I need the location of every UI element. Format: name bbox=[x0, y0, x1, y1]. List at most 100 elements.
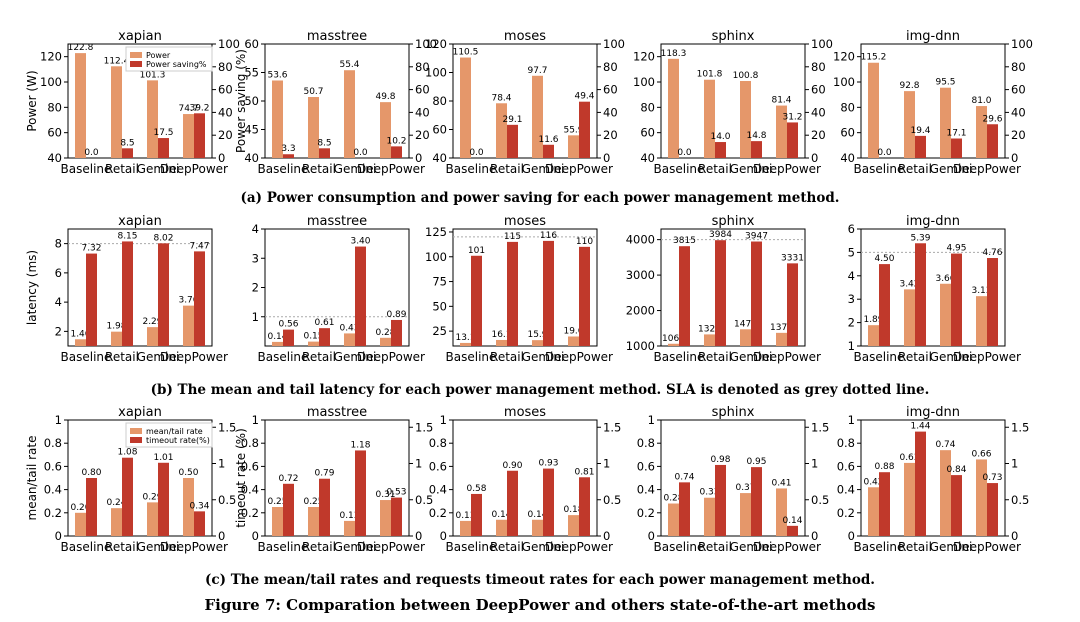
bar-light-a-masstree-3 bbox=[380, 102, 391, 158]
y2tick-label-c-xapian-1: 0.5 bbox=[218, 493, 236, 507]
ytick-label-c-moses-4: 0.8 bbox=[429, 436, 447, 450]
y2tick-label-a-masstree-1: 20 bbox=[415, 128, 430, 142]
panel-title-a-masstree: masstree bbox=[307, 29, 367, 44]
y2tick-label-c-masstree-3: 1.5 bbox=[415, 420, 433, 434]
bar-label-light-b-sphinx-2: 1471 bbox=[734, 319, 757, 329]
bar-dark-c-moses-3 bbox=[579, 477, 590, 536]
xtick-label-a-sphinx-3: DeepPower bbox=[753, 162, 821, 176]
xtick-label-a-masstree-0: Baseline bbox=[258, 162, 309, 176]
xtick-label-c-moses-3: DeepPower bbox=[545, 540, 613, 554]
bar-light-b-sphinx-1 bbox=[704, 334, 715, 346]
ytick-label-a-masstree-0: 40 bbox=[244, 151, 259, 165]
bar-label-light-a-sphinx-0: 118.3 bbox=[661, 49, 687, 59]
ytick-label-a-masstree-3: 55 bbox=[244, 66, 259, 80]
ytick-label-c-xapian-0: 0 bbox=[55, 529, 62, 543]
panel-title-b-masstree: masstree bbox=[307, 214, 367, 229]
panel-frame-c-masstree bbox=[264, 419, 410, 537]
bar-label-light-c-masstree-2: 0.13 bbox=[339, 511, 359, 521]
y2tick-label-a-sphinx-4: 80 bbox=[811, 60, 826, 74]
bar-label-dark-c-moses-1: 0.90 bbox=[502, 461, 522, 471]
bar-label-light-a-img-dnn-3: 81.0 bbox=[971, 96, 991, 106]
bar-dark-c-sphinx-1 bbox=[715, 464, 726, 536]
bar-label-light-b-xapian-2: 2.29 bbox=[142, 317, 162, 327]
bar-label-dark-c-sphinx-2: 0.95 bbox=[746, 457, 766, 467]
bar-light-a-img-dnn-3 bbox=[976, 106, 987, 158]
bar-label-light-b-xapian-0: 1.46 bbox=[70, 329, 90, 339]
ytick-label-c-moses-5: 1 bbox=[440, 413, 447, 427]
bar-dark-c-sphinx-0 bbox=[679, 482, 690, 536]
bar-label-light-b-img-dnn-0: 1.89 bbox=[863, 315, 883, 325]
bar-light-b-img-dnn-2 bbox=[940, 283, 951, 346]
bar-label-dark-b-sphinx-1: 3984 bbox=[709, 230, 732, 240]
ytick-label-c-masstree-2: 0.4 bbox=[241, 483, 259, 497]
bar-label-dark-a-moses-1: 29.1 bbox=[502, 115, 522, 125]
xtick-label-c-img-dnn-1: Retail bbox=[898, 540, 932, 554]
panel-title-a-moses: moses bbox=[504, 29, 546, 44]
ytick-label-b-moses-1: 50 bbox=[432, 299, 447, 313]
bar-dark-a-sphinx-3 bbox=[787, 122, 798, 158]
ytick-label-c-xapian-2: 0.4 bbox=[44, 483, 62, 497]
panel-title-b-moses: moses bbox=[504, 214, 546, 229]
bar-label-light-a-img-dnn-2: 95.5 bbox=[935, 78, 955, 88]
ytick-label-a-masstree-2: 50 bbox=[244, 94, 259, 108]
bar-label-light-a-img-dnn-0: 115.2 bbox=[861, 53, 887, 63]
ytick-label-b-img-dnn-2: 3 bbox=[848, 292, 855, 306]
ytick-label-c-masstree-1: 0.2 bbox=[241, 506, 259, 520]
bar-light-b-xapian-3 bbox=[183, 305, 194, 346]
xtick-label-a-img-dnn-1: Retail bbox=[898, 162, 932, 176]
ytick-label-c-sphinx-2: 0.4 bbox=[637, 483, 655, 497]
bar-dark-b-img-dnn-2 bbox=[951, 253, 962, 346]
legend-swatch-light-a bbox=[130, 52, 142, 58]
bar-label-dark-a-img-dnn-3: 29.6 bbox=[982, 114, 1002, 124]
bar-label-light-a-moses-0: 110.5 bbox=[453, 48, 479, 58]
panel-frame-c-xapian bbox=[67, 419, 213, 537]
xtick-label-b-masstree-0: Baseline bbox=[258, 350, 309, 364]
bar-label-light-c-sphinx-1: 0.33 bbox=[699, 488, 719, 498]
bar-label-dark-b-sphinx-0: 3815 bbox=[673, 236, 696, 246]
bar-label-dark-c-sphinx-0: 0.74 bbox=[674, 472, 694, 482]
bar-dark-c-moses-0 bbox=[471, 493, 482, 536]
ytick-label-c-masstree-5: 1 bbox=[252, 413, 259, 427]
bar-dark-b-sphinx-1 bbox=[715, 240, 726, 346]
ytick-label-c-moses-2: 0.4 bbox=[429, 483, 447, 497]
ytick-label-a-img-dnn-4: 120 bbox=[833, 50, 855, 64]
ytick-label-b-sphinx-2: 3000 bbox=[626, 268, 655, 282]
legend-label-dark-a: Power saving% bbox=[146, 60, 207, 69]
bar-dark-b-masstree-2 bbox=[355, 246, 366, 346]
bar-label-dark-a-moses-3: 49.4 bbox=[574, 92, 594, 102]
bar-light-a-img-dnn-0 bbox=[868, 62, 879, 158]
panel-frame-b-moses bbox=[452, 228, 598, 347]
panel-frame-b-img-dnn bbox=[860, 228, 1006, 347]
bar-label-light-b-moses-2: 15.9 bbox=[527, 330, 547, 340]
xtick-label-a-xapian-0: Baseline bbox=[61, 162, 112, 176]
ytick-label-c-img-dnn-0: 0 bbox=[848, 529, 855, 543]
bar-light-b-img-dnn-0 bbox=[868, 325, 879, 346]
bar-dark-b-sphinx-3 bbox=[787, 263, 798, 346]
bar-label-dark-b-xapian-1: 8.15 bbox=[117, 231, 137, 241]
xtick-label-a-sphinx-0: Baseline bbox=[654, 162, 705, 176]
ytick-label-a-sphinx-0: 40 bbox=[640, 151, 655, 165]
bar-label-dark-b-img-dnn-1: 5.39 bbox=[910, 233, 930, 243]
bar-label-dark-c-xapian-0: 0.80 bbox=[81, 468, 101, 478]
bar-dark-a-masstree-1 bbox=[319, 148, 330, 158]
bar-label-light-c-sphinx-0: 0.28 bbox=[663, 494, 683, 504]
y2tick-label-a-masstree-5: 100 bbox=[415, 37, 437, 51]
ytick-label-a-img-dnn-2: 80 bbox=[840, 100, 855, 114]
bar-label-dark-c-sphinx-1: 0.98 bbox=[710, 455, 730, 465]
bar-light-c-img-dnn-2 bbox=[940, 450, 951, 536]
bar-label-dark-a-moses-0: 0.0 bbox=[469, 148, 484, 158]
y2tick-label-c-img-dnn-2: 1 bbox=[1011, 457, 1018, 471]
y2tick-label-a-sphinx-0: 0 bbox=[811, 151, 818, 165]
ytick-label-b-masstree-0: 1 bbox=[252, 310, 259, 324]
panel-title-c-masstree: masstree bbox=[307, 405, 367, 420]
bar-label-light-a-img-dnn-1: 92.8 bbox=[899, 81, 919, 91]
y2tick-label-a-xapian-3: 60 bbox=[218, 83, 233, 97]
xtick-label-a-img-dnn-3: DeepPower bbox=[953, 162, 1021, 176]
bar-label-dark-c-xapian-3: 0.34 bbox=[189, 501, 209, 511]
y2tick-label-a-masstree-3: 60 bbox=[415, 83, 430, 97]
ytick-label-a-xapian-3: 100 bbox=[40, 75, 62, 89]
bar-label-dark-c-moses-0: 0.58 bbox=[466, 484, 486, 494]
xtick-label-c-masstree-3: DeepPower bbox=[357, 540, 425, 554]
bar-dark-c-xapian-0 bbox=[86, 478, 97, 536]
ytick-label-a-sphinx-3: 100 bbox=[633, 75, 655, 89]
